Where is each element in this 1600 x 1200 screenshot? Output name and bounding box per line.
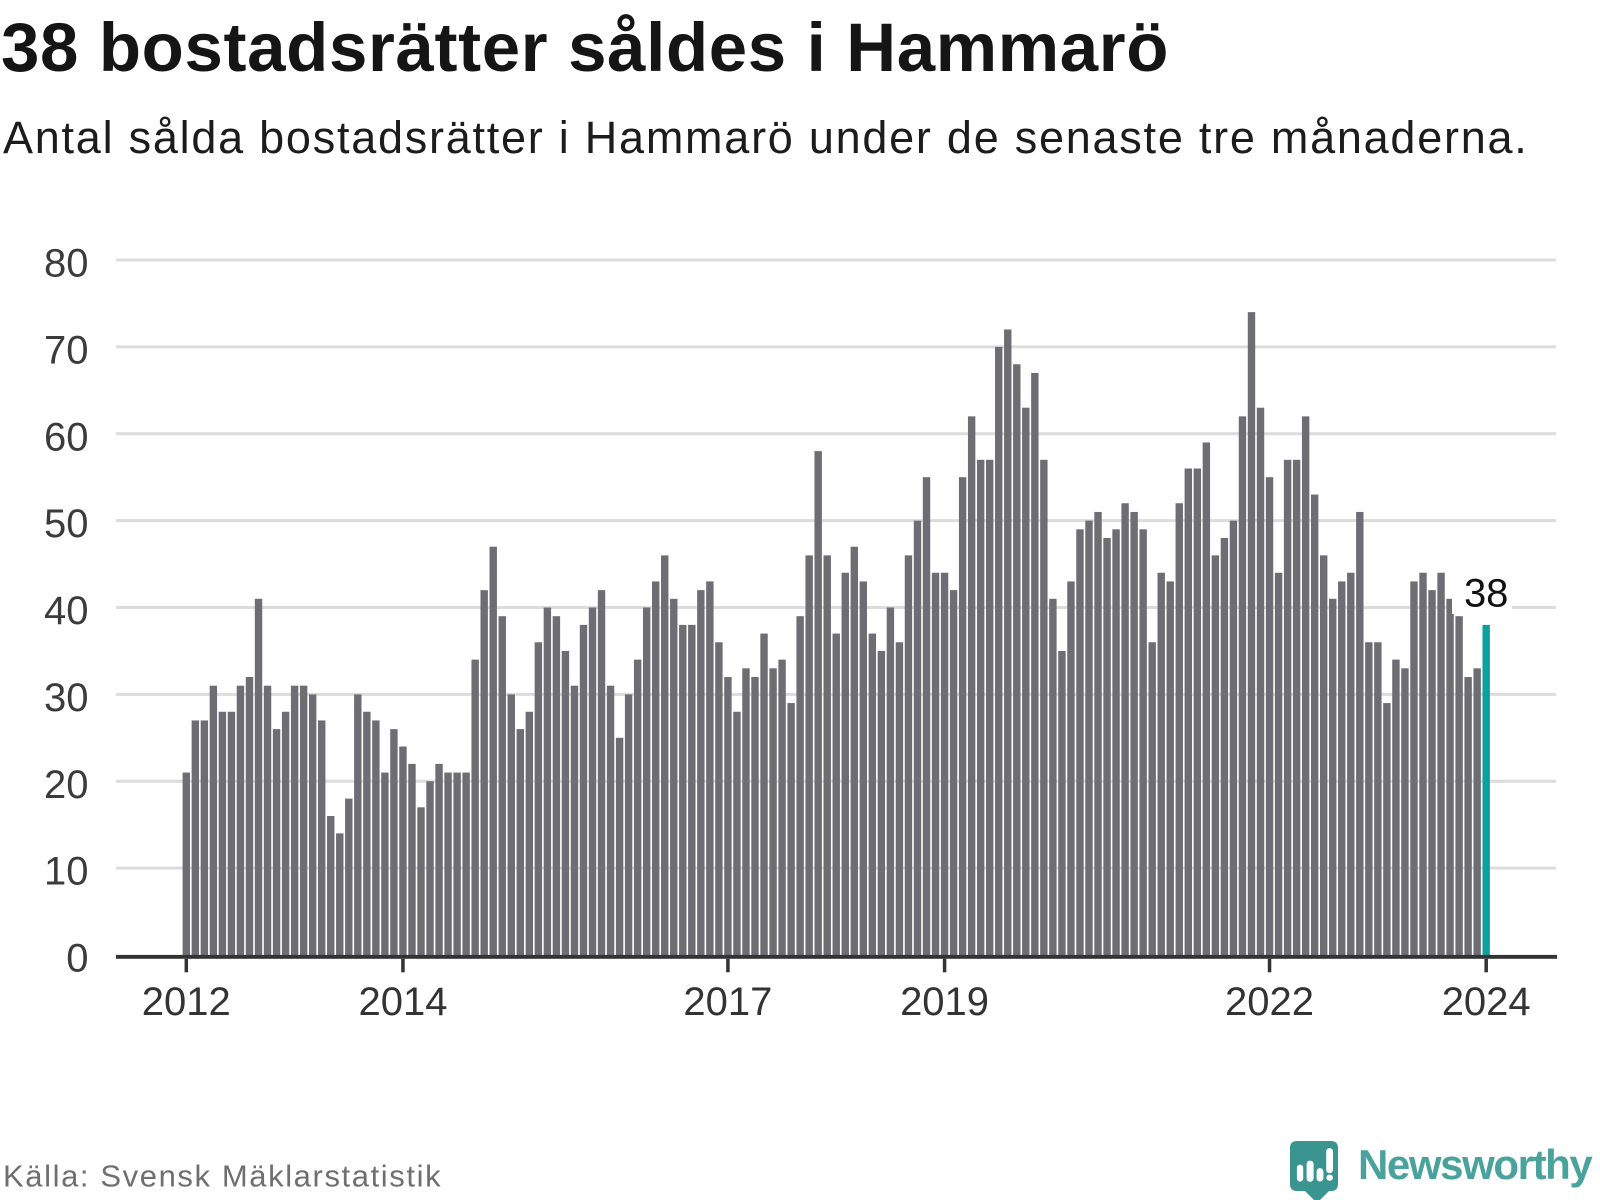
svg-text:70: 70 — [44, 328, 89, 372]
svg-text:2014: 2014 — [358, 980, 447, 1024]
svg-text:50: 50 — [44, 502, 89, 546]
svg-text:2024: 2024 — [1442, 980, 1531, 1024]
svg-text:30: 30 — [44, 676, 89, 720]
svg-text:2012: 2012 — [142, 980, 231, 1024]
svg-text:0: 0 — [66, 937, 88, 981]
svg-text:Antal sålda bostadsrätter i Ha: Antal sålda bostadsrätter i Hammarö unde… — [3, 112, 1529, 163]
svg-text:2022: 2022 — [1225, 980, 1314, 1024]
svg-text:10: 10 — [44, 850, 89, 894]
svg-text:2019: 2019 — [900, 980, 989, 1024]
svg-text:40: 40 — [44, 589, 89, 633]
svg-text:Källa: Svensk Mäklarstatistik: Källa: Svensk Mäklarstatistik — [3, 1159, 442, 1194]
svg-text:Newsworthy: Newsworthy — [1358, 1141, 1593, 1188]
svg-text:60: 60 — [44, 415, 89, 459]
svg-text:20: 20 — [44, 763, 89, 807]
svg-text:38: 38 — [1464, 571, 1509, 615]
svg-text:80: 80 — [44, 242, 89, 286]
svg-text:38 bostadsrätter såldes i Hamm: 38 bostadsrätter såldes i Hammarö — [1, 9, 1169, 86]
svg-text:2017: 2017 — [683, 980, 772, 1024]
